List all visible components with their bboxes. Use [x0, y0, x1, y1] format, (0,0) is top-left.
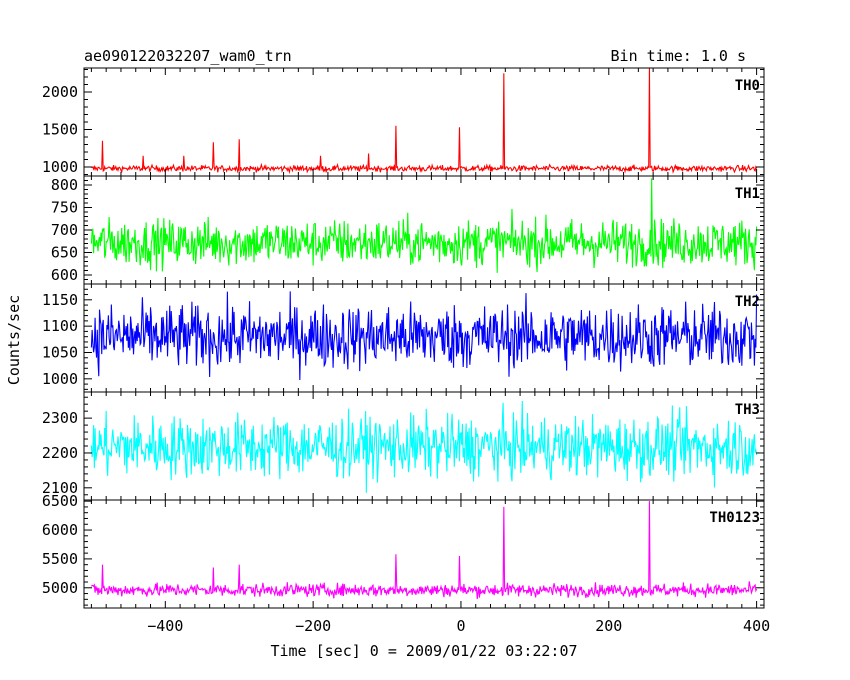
x-tick-label: −400	[147, 617, 183, 635]
series-line-th1	[90, 178, 758, 273]
panel-th1: 600 650 700 750 800 TH1	[51, 175, 765, 285]
x-axis-label: Time [sec] 0 = 2009/01/22 03:22:07	[270, 642, 577, 660]
panel-frame	[83, 67, 765, 177]
y-tick-label: 1100	[42, 317, 78, 335]
y-tick-label: 1500	[42, 121, 78, 139]
y-tick-label: 700	[51, 221, 78, 239]
y-tick-label: 2000	[42, 83, 78, 101]
x-tick-label: 200	[595, 617, 622, 635]
y-tick-label: 1150	[42, 291, 78, 309]
y-tick-label: 1000	[42, 370, 78, 388]
panel-label-th0: TH0	[735, 78, 760, 94]
panel-th0123: 5000 5500 6000 6500 TH0123	[42, 492, 765, 609]
y-tick-label: 650	[51, 244, 78, 262]
series-line-th0	[91, 68, 758, 174]
y-tick-label: 6000	[42, 521, 78, 539]
y-tick-label: 2100	[42, 479, 78, 497]
panel-label-th0123: TH0123	[709, 510, 760, 526]
y-tick-label: 5500	[42, 550, 78, 568]
y-axis-label: Counts/sec	[5, 295, 23, 385]
panel-th3: 2100 2200 2300 TH3	[42, 391, 765, 501]
series-line-th3	[90, 401, 758, 493]
y-tick-label: 1050	[42, 343, 78, 361]
panel-th0: 1000 1500 2000 TH0	[42, 67, 765, 177]
chart-title: ae090122032207_wam0_trn	[84, 47, 292, 65]
y-tick-label: 2300	[42, 409, 78, 427]
panel-frame	[83, 499, 765, 609]
y-tick-label: 800	[51, 176, 78, 194]
series-line-th2	[90, 291, 758, 381]
x-tick-label: −200	[295, 617, 331, 635]
y-tick-label: 6500	[42, 492, 78, 510]
y-tick-label: 5000	[42, 579, 78, 597]
panel-th2: 1000 1050 1100 1150 TH2	[42, 283, 765, 393]
panel-label-th3: TH3	[735, 402, 760, 418]
y-tick-label: 750	[51, 199, 78, 217]
y-tick-label: 2200	[42, 444, 78, 462]
bin-time-label: Bin time: 1.0 s	[611, 47, 746, 65]
panel-label-th1: TH1	[735, 186, 760, 202]
x-tick-label: 0	[456, 617, 465, 635]
y-tick-label: 1000	[42, 158, 78, 176]
series-line-th0123	[90, 501, 758, 600]
x-tick-label: 400	[743, 617, 770, 635]
panel-label-th2: TH2	[735, 294, 760, 310]
y-tick-label: 600	[51, 266, 78, 284]
